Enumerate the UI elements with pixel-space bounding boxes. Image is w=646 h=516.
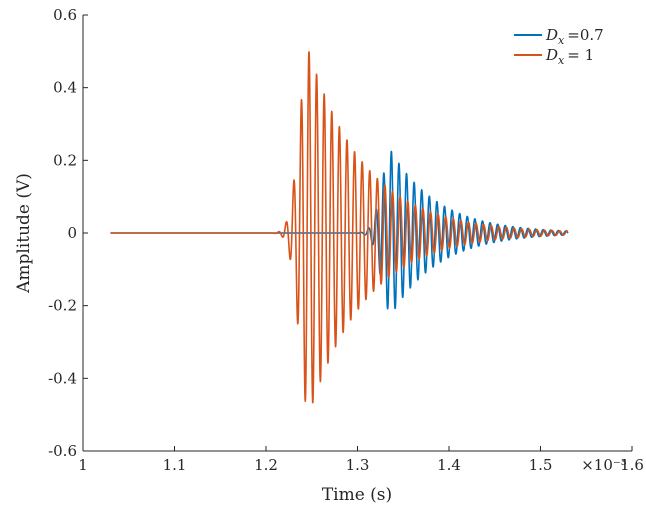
x-exponent-label: ×10⁻³ (581, 456, 627, 474)
y-axis-label: Amplitude (V) (14, 173, 34, 294)
y-tick-label: 0.4 (53, 79, 77, 97)
x-tick-label: 1.1 (163, 456, 187, 474)
y-tick-label: 0.6 (53, 6, 77, 24)
x-axis-label: Time (s) (322, 485, 392, 505)
x-tick-label: 1 (78, 456, 88, 474)
y-tick-label: 0.2 (53, 151, 77, 169)
series-line-1 (109, 51, 569, 404)
x-tick-label: 1.4 (437, 456, 461, 474)
y-tick-label: 0 (67, 224, 77, 242)
series-layer (109, 51, 569, 404)
legend: Dx =0.7Dx = 1 (514, 26, 604, 67)
legend-label-1: Dx = 1 (545, 46, 594, 67)
series-line-0 (109, 150, 569, 310)
legend-label-0: Dx =0.7 (545, 26, 604, 47)
x-ticks: 1 1.1 1.2 1.3 1.4 1.5 1.6 (78, 446, 644, 474)
x-tick-label: 1.6 (620, 456, 644, 474)
y-tick-label: -0.6 (48, 442, 77, 460)
x-tick-label: 1.5 (529, 456, 553, 474)
x-tick-label: 1.2 (254, 456, 278, 474)
y-ticks: -0.6 -0.4 -0.2 0 0.2 0.4 0.6 (48, 6, 88, 460)
y-tick-label: -0.4 (48, 369, 77, 387)
x-tick-label: 1.3 (346, 456, 370, 474)
y-tick-label: -0.2 (48, 297, 77, 315)
